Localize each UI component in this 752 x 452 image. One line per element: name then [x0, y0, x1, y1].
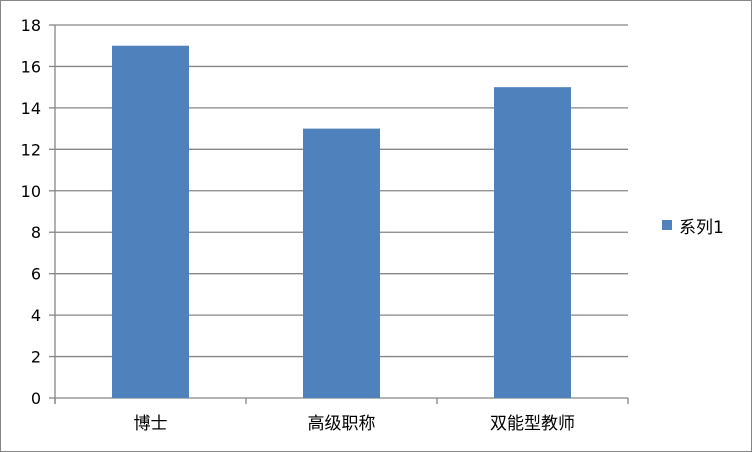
y-tick-label: 10 — [21, 182, 41, 201]
x-tick-label: 双能型教师 — [490, 414, 575, 434]
x-tick-label: 博士 — [134, 414, 168, 434]
bar — [494, 87, 571, 399]
y-tick-label: 14 — [21, 99, 41, 118]
y-tick-label: 0 — [31, 389, 41, 408]
legend-swatch — [662, 220, 672, 230]
bar — [303, 128, 380, 398]
y-tick-label: 18 — [21, 16, 41, 35]
legend-label: 系列1 — [679, 218, 724, 238]
y-tick-label: 12 — [21, 140, 41, 159]
y-tick-label: 8 — [31, 223, 41, 242]
x-tick-label: 高级职称 — [308, 414, 376, 434]
bar — [112, 45, 189, 398]
y-tick-label: 2 — [31, 348, 41, 367]
y-tick-label: 4 — [31, 306, 41, 325]
y-tick-label: 16 — [21, 57, 41, 76]
y-tick-label: 6 — [31, 265, 41, 284]
